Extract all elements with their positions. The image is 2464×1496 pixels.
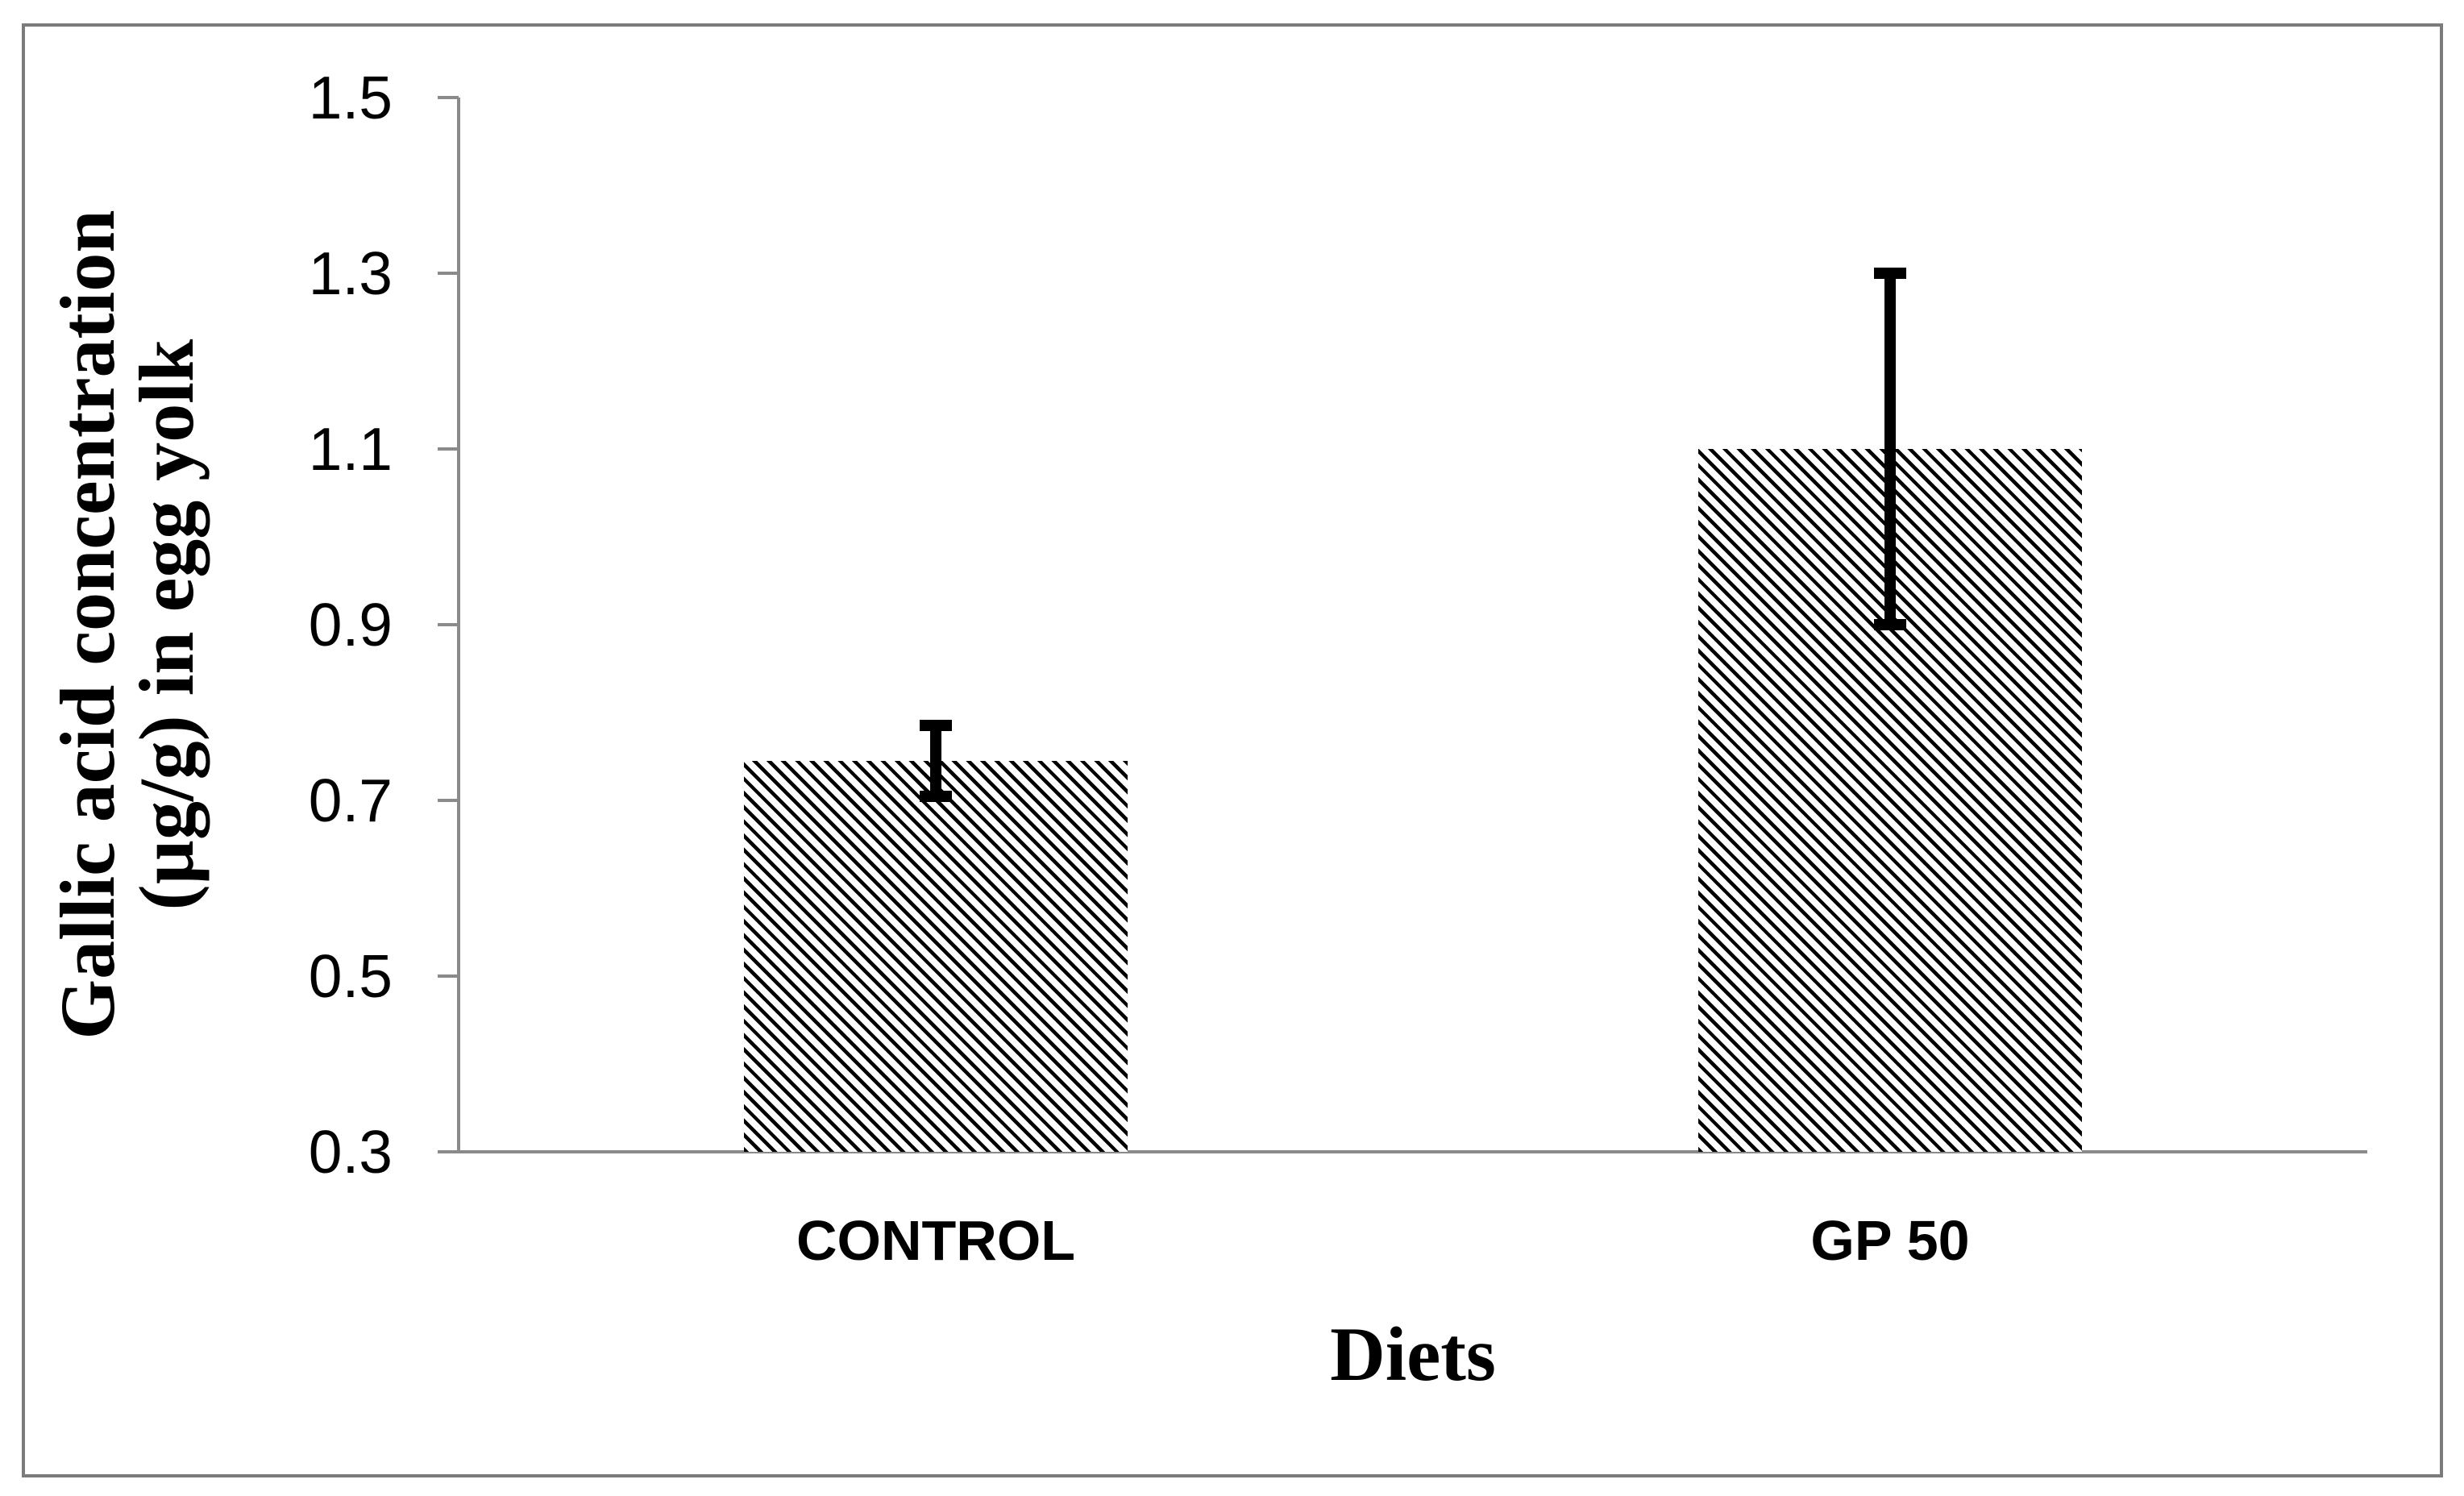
error-bar-cap-top [920,720,952,732]
y-axis-title-line1: Gallic acid concentration [44,210,131,1040]
y-axis-line [457,98,460,1153]
y-tick-label: 1.3 [308,239,393,307]
error-bar-cap-bottom [1874,619,1906,630]
error-bar-line [930,720,941,802]
y-axis-title: Gallic acid concentration (µg/g) in egg … [44,210,210,1040]
figure-border [22,23,2443,1477]
y-tick [438,974,459,978]
category-label-control: CONTROL [796,1209,1076,1272]
error-bar-cap-bottom [920,790,952,802]
y-tick-label: 0.5 [308,942,393,1010]
error-bar-cap-top [1874,268,1906,279]
x-axis-line [457,1150,2367,1153]
y-tick [438,96,459,99]
y-tick [438,1150,459,1153]
x-axis-title: Diets [1330,1311,1496,1397]
y-tick-label: 0.7 [308,767,393,834]
bar-control [744,760,1128,1152]
y-tick [438,272,459,275]
y-tick [438,799,459,802]
y-tick-label: 1.1 [308,415,393,483]
y-axis-title-line2: (µg/g) in egg yolk [123,339,210,911]
y-tick-label: 0.9 [308,591,393,659]
y-tick-label: 0.3 [308,1118,393,1186]
y-tick-label: 1.5 [308,64,393,131]
plot-area: 0.3 0.5 0.7 0.9 1.1 1.3 1.5 CONTROL GP 50 [309,64,2367,1272]
category-label-gp-50: GP 50 [1810,1209,1970,1272]
error-bar-line [1884,268,1896,630]
y-tick [438,623,459,626]
y-tick [438,447,459,451]
